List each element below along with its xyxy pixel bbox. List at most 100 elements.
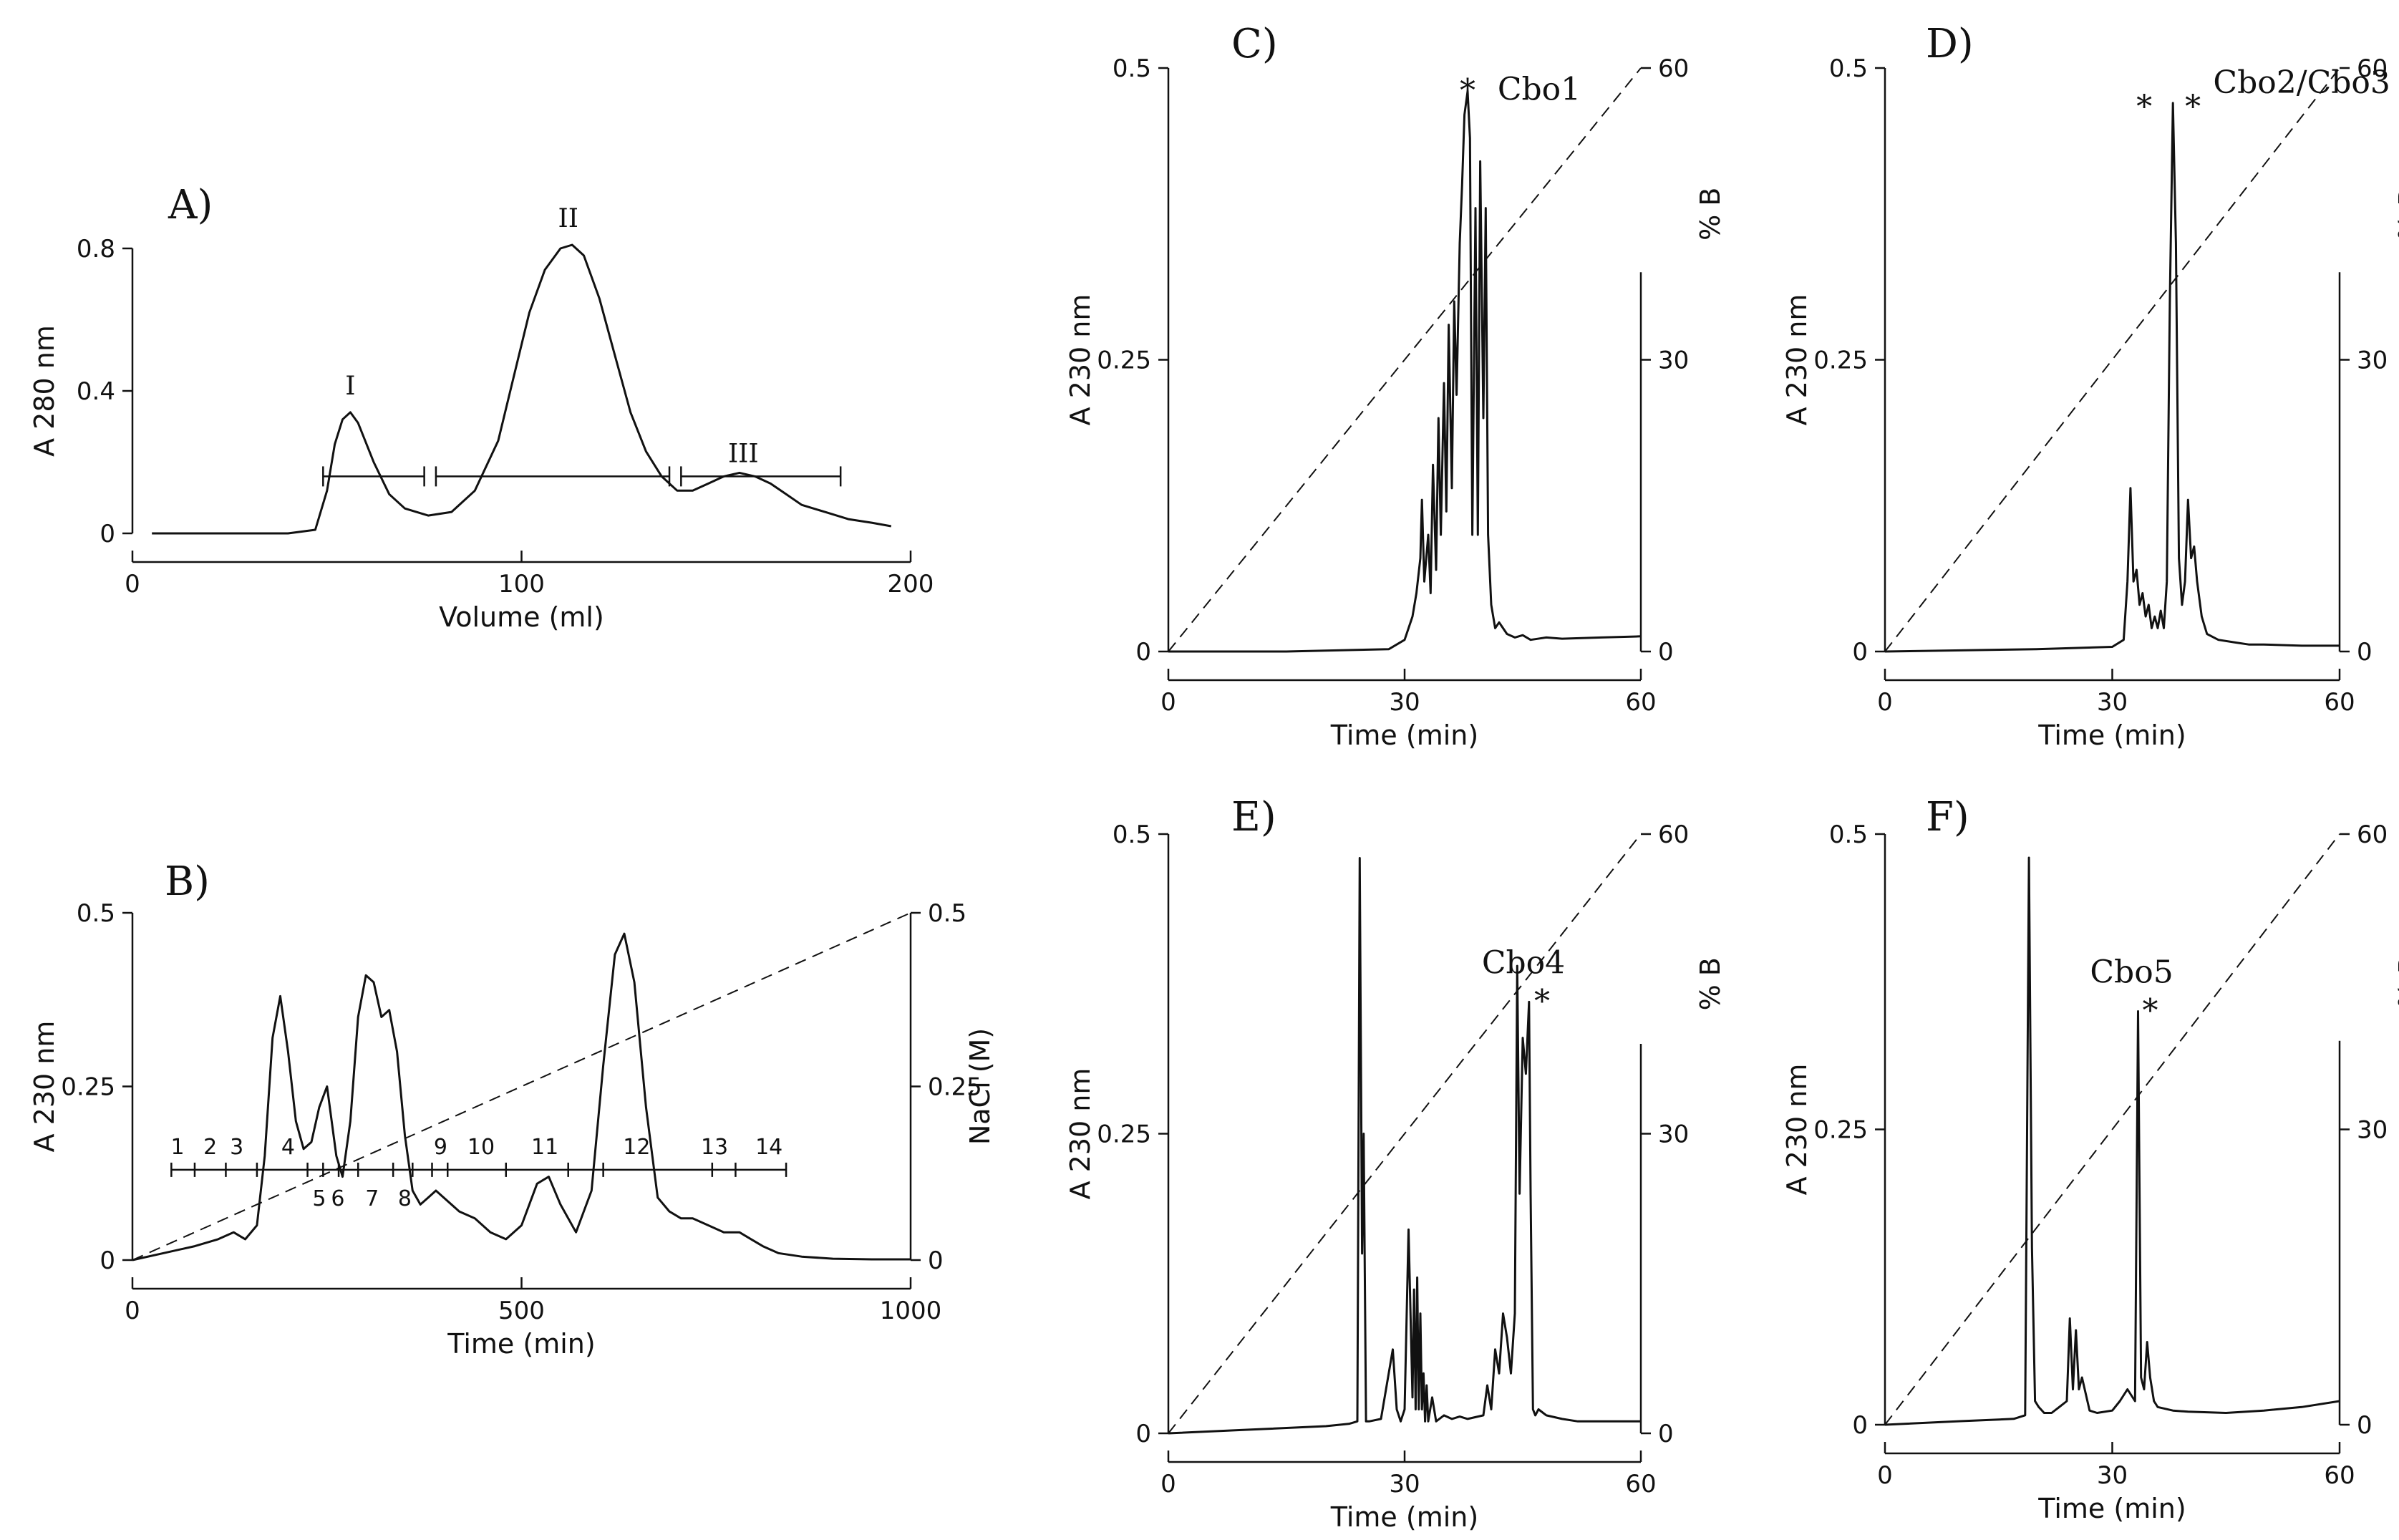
y2-tick-label: 30 — [1658, 1120, 1689, 1149]
x-tick-label: 200 — [888, 570, 934, 599]
y-tick-label: 0.4 — [77, 377, 115, 406]
peak-asterisk: * — [2143, 993, 2158, 1030]
y-axis-label: A 280 nm — [29, 325, 60, 457]
gradient-line — [1168, 67, 1642, 652]
chart-panel-f: F) 0 0.25 0.5 A 230 nm 0 30 60 % B 0 30 60 Time (min… — [1781, 794, 2399, 1524]
x-axis-label: Time (min) — [1330, 720, 1478, 751]
x-tick-label: 100 — [498, 570, 545, 599]
series-line — [132, 932, 911, 1261]
x-tick-label: 0 — [1877, 688, 1893, 717]
y-tick-label: 0 — [1852, 638, 1868, 667]
x-axis-label: Time (min) — [2037, 720, 2186, 751]
peak-annotation: Cbo4 — [1482, 944, 1565, 981]
y-tick-label: 0.5 — [1113, 54, 1151, 83]
fraction-label: 3 — [230, 1135, 243, 1160]
gradient-line — [132, 912, 911, 1261]
y-tick-label: 0.5 — [1829, 820, 1868, 849]
fraction-label: 2 — [203, 1135, 217, 1160]
peak-asterisk: * — [2136, 89, 2152, 125]
y-axis-label: A 230 nm — [1781, 1064, 1813, 1196]
chart-panel-c: C) 0 0.25 0.5 A 230 nm 0 30 60 % B 0 30 60 Time (min… — [1065, 21, 1726, 751]
x-tick-label: 30 — [1389, 1470, 1420, 1498]
fraction-label: 6 — [331, 1186, 344, 1211]
y2-tick-label: 0.5 — [928, 899, 966, 928]
y-tick-label: 0.25 — [1097, 347, 1151, 375]
x-tick-label: 30 — [2097, 688, 2128, 717]
y2-tick-label: 0 — [2357, 1411, 2373, 1440]
y-tick-label: 0 — [1135, 1420, 1151, 1448]
fraction-label: 1 — [170, 1135, 184, 1160]
fraction-label: 14 — [755, 1135, 782, 1160]
y-tick-label: 0 — [1135, 638, 1151, 667]
y-tick-label: 0.5 — [1113, 820, 1151, 849]
y2-tick-label: 60 — [1658, 820, 1689, 849]
fraction-label: 12 — [623, 1135, 650, 1160]
x-tick-label: 0 — [1160, 688, 1176, 717]
x-axis-label: Time (min) — [2037, 1493, 2186, 1524]
y-tick-label: 0 — [100, 1246, 115, 1275]
y2-tick-label: 60 — [2357, 54, 2388, 83]
x-tick-label: 60 — [2324, 688, 2355, 717]
y-tick-label: 0.5 — [77, 899, 115, 928]
y2-tick-label: 0 — [1658, 638, 1674, 667]
y-tick-label: 0.25 — [61, 1073, 115, 1102]
y-axis-label: A 230 nm — [29, 1021, 60, 1153]
y-tick-label: 0.25 — [1813, 347, 1868, 375]
y-tick-label: 0.8 — [77, 235, 115, 263]
panel-letter: A) — [168, 182, 213, 228]
y-tick-label: 0 — [100, 520, 115, 548]
y2-axis-label: % B — [2393, 188, 2399, 241]
y2-tick-label: 30 — [2357, 347, 2388, 375]
x-tick-label: 60 — [1625, 688, 1656, 717]
chart-panel-d: D) 0 0.25 0.5 A 230 nm 0 30 60 % B 0 30 60 Time (min… — [1781, 21, 2399, 751]
series-line — [1168, 857, 1641, 1435]
y2-tick-label: 0 — [2357, 638, 2373, 667]
x-tick-label: 0 — [125, 570, 140, 599]
fraction-label: I — [345, 372, 355, 401]
peak-annotation: Cbo2/Cbo3 — [2213, 64, 2390, 101]
x-tick-label: 0 — [125, 1297, 140, 1325]
series-line — [1884, 856, 2340, 1426]
fraction-label: 5 — [312, 1186, 326, 1211]
x-tick-label: 60 — [1625, 1470, 1656, 1498]
gradient-line — [1884, 833, 2340, 1425]
y-axis-label: A 230 nm — [1065, 1068, 1096, 1200]
gradient-line — [1884, 67, 2340, 652]
panel-letter: E) — [1231, 794, 1276, 841]
chart-panel-e: E) 0 0.25 0.5 A 230 nm 0 30 60 % B 0 30 60 Time (min… — [1065, 794, 1726, 1533]
y-axis-label: A 230 nm — [1781, 294, 1813, 426]
y2-axis-label: % B — [2393, 955, 2399, 1008]
panel-letter: F) — [1926, 794, 1969, 841]
x-tick-label: 500 — [498, 1297, 545, 1325]
peak-asterisk: * — [1534, 983, 1550, 1020]
y2-tick-label: 60 — [2357, 820, 2388, 849]
y-tick-label: 0.25 — [1097, 1120, 1151, 1149]
x-tick-label: 0 — [1877, 1461, 1893, 1490]
x-tick-label: 30 — [2097, 1461, 2128, 1490]
fraction-label: 10 — [467, 1135, 495, 1160]
peak-annotation: Cbo1 — [1498, 72, 1581, 108]
x-tick-label: 1000 — [880, 1297, 942, 1325]
fraction-label: 4 — [281, 1135, 295, 1160]
y2-tick-label: 0.25 — [928, 1073, 982, 1102]
panel-letter: C) — [1231, 21, 1278, 67]
fraction-label: 8 — [398, 1186, 412, 1211]
fraction-label: 9 — [434, 1135, 447, 1160]
y-tick-label: 0.25 — [1813, 1116, 1868, 1145]
y2-tick-label: 60 — [1658, 54, 1689, 83]
gradient-line — [1168, 833, 1642, 1434]
fraction-label: III — [728, 440, 759, 469]
y2-axis-label: NaCl (M) — [964, 1028, 996, 1145]
x-tick-label: 30 — [1389, 688, 1420, 717]
y-tick-label: 0 — [1852, 1411, 1868, 1440]
fraction-label: 11 — [531, 1135, 558, 1160]
fraction-label: II — [558, 204, 578, 233]
chart-panel-b: B) 0 0.25 0.5 A 230 nm 0 0.25 0.5 NaCl (M) 0 500 10… — [29, 858, 996, 1360]
y2-tick-label: 30 — [2357, 1116, 2388, 1145]
fraction-label: 7 — [365, 1186, 379, 1211]
series-line — [152, 243, 892, 535]
y-axis-label: A 230 nm — [1065, 294, 1096, 426]
